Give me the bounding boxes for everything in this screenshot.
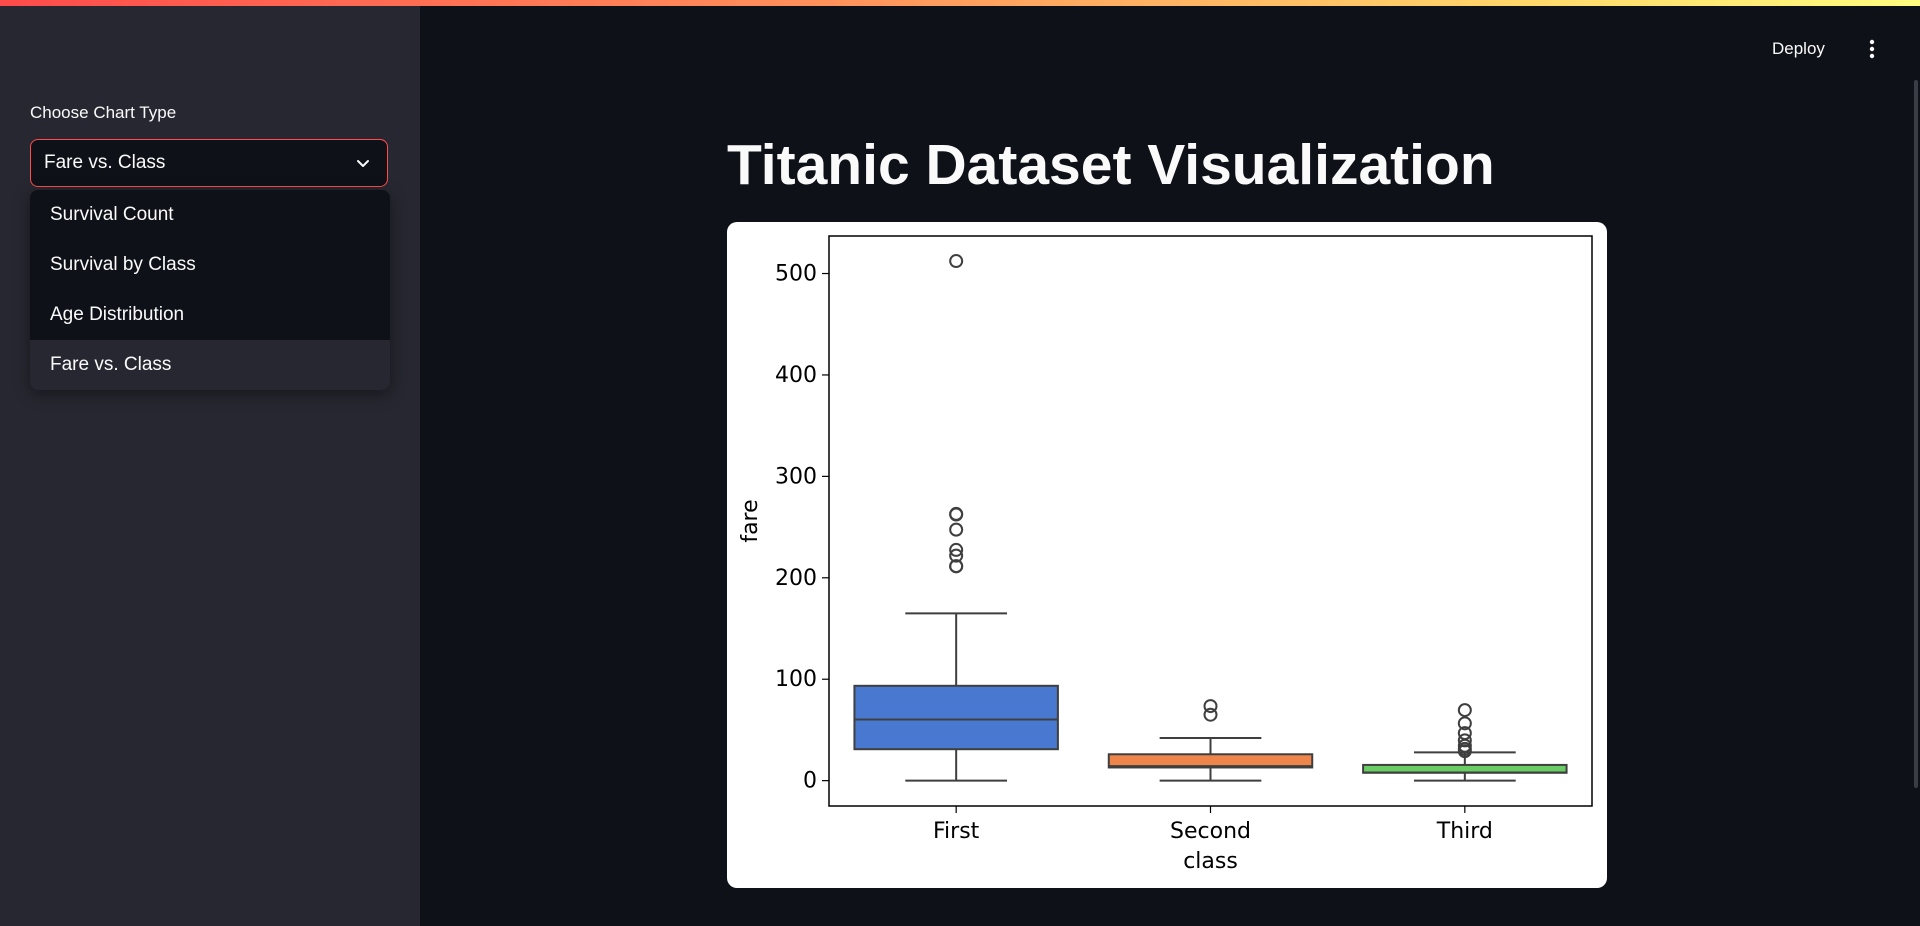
x-axis-label: class (1183, 849, 1238, 874)
y-tick-label: 300 (775, 464, 817, 489)
outlier-point (949, 548, 964, 563)
outlier-point (1457, 716, 1472, 731)
outlier-point (949, 522, 964, 537)
dropdown-option-survival-by-class[interactable]: Survival by Class (50, 254, 196, 275)
y-tick-label: 500 (775, 262, 817, 287)
x-tick-label: Second (1170, 819, 1251, 844)
chevron-down-icon (353, 153, 373, 173)
y-axis-label: fare (738, 499, 763, 542)
dropdown-option-survival-count[interactable]: Survival Count (50, 204, 174, 225)
outlier-point (949, 559, 964, 574)
outlier-point (949, 254, 964, 269)
y-tick-label: 400 (775, 363, 817, 388)
y-tick-label: 100 (775, 667, 817, 692)
y-tick-label: 0 (803, 769, 817, 794)
outlier-point (949, 542, 964, 557)
dropdown-option-fare-vs-class[interactable]: Fare vs. Class (30, 340, 390, 390)
outlier-point (1457, 703, 1472, 718)
page-title: Titanic Dataset Visualization (727, 133, 1495, 197)
chart-type-selected-value: Fare vs. Class (44, 152, 166, 173)
outlier-point (1457, 744, 1472, 759)
x-tick-label: First (933, 819, 980, 844)
y-tick-label: 200 (775, 566, 817, 591)
fare-by-class-boxplot: 0 100 200 300 400 500 First Second Third class far… (738, 235, 1593, 874)
vertical-ellipsis-icon[interactable] (1862, 36, 1882, 62)
box-second (1107, 753, 1314, 769)
outlier-point (1203, 699, 1218, 714)
top-decoration-bar (0, 0, 1920, 6)
chart-type-label: Choose Chart Type (30, 103, 177, 122)
box-first (853, 684, 1059, 751)
dropdown-option-age-distribution[interactable]: Age Distribution (50, 304, 185, 325)
outlier-point (1203, 707, 1218, 722)
outlier-point (1457, 733, 1472, 748)
chart-type-dropdown-menu: Survival Count Survival by Class Age Dis… (30, 190, 390, 390)
chart-card: 0 100 200 300 400 500 First Second Third class far… (727, 222, 1607, 888)
outlier-point (949, 507, 964, 522)
main-scrollbar[interactable] (1914, 80, 1918, 788)
chart-type-select[interactable]: Fare vs. Class (30, 139, 388, 187)
x-tick-label: Third (1436, 819, 1493, 844)
deploy-button[interactable]: Deploy (1772, 39, 1825, 58)
